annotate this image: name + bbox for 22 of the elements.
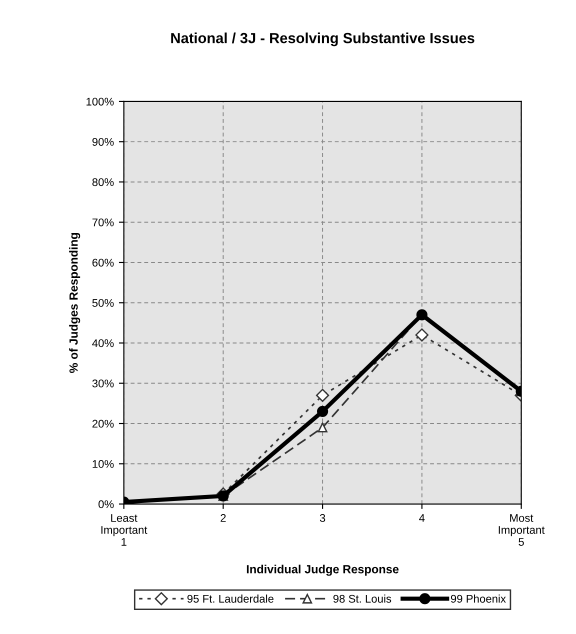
y-tick-label: 80% [92, 178, 114, 186]
y-tick-label: 20% [92, 420, 114, 428]
x-axis-title: Individual Judge Response [246, 564, 399, 576]
y-tick-label: 90% [92, 138, 114, 146]
legend-label: 98 St. Louis [333, 594, 392, 603]
x-tick-label: 2 [220, 514, 226, 522]
y-tick-label: 50% [92, 299, 114, 307]
y-tick-label: 30% [92, 380, 114, 388]
y-tick-label: 10% [92, 460, 114, 468]
y-tick-label: 100% [86, 98, 114, 106]
x-tick-label: Most Important 5 [498, 514, 545, 546]
x-tick-label: Least Important 1 [101, 514, 148, 546]
y-tick-label: 0% [98, 500, 114, 508]
chart-title: National / 3J - Resolving Substantive Issues [171, 32, 474, 46]
y-tick-label: 70% [92, 218, 114, 226]
x-tick-label: 3 [320, 514, 326, 522]
legend-label: 99 Phoenix [450, 594, 506, 603]
y-tick-label: 60% [92, 258, 114, 267]
y-tick-label: 40% [92, 339, 114, 348]
y-axis-title: % of Judges Responding [69, 233, 80, 373]
x-tick-label: 4 [419, 514, 425, 522]
legend-label: 95 Ft. Lauderdale [187, 594, 274, 603]
